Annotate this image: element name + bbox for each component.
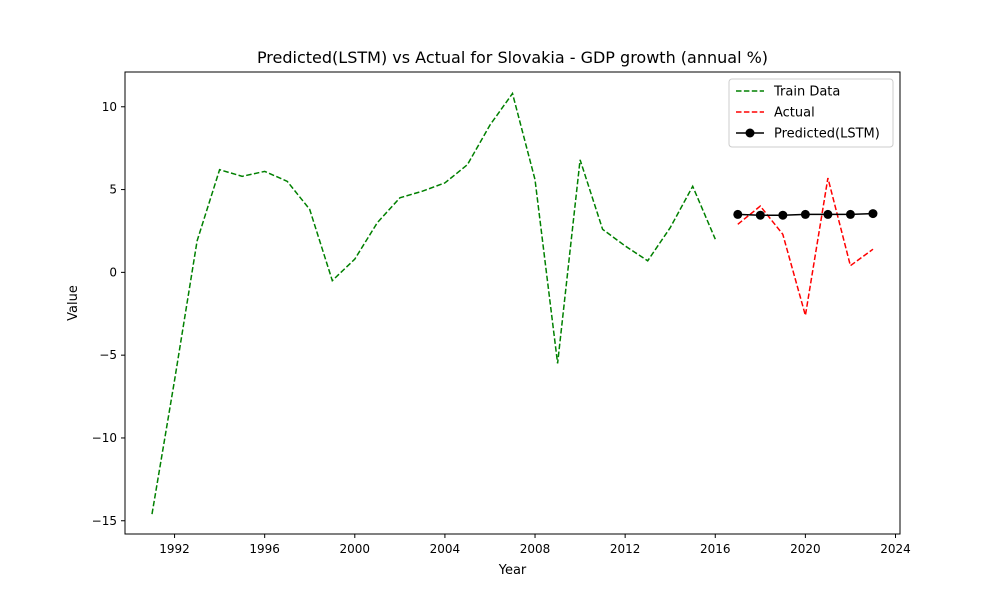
series-line-train-data: [151, 91, 716, 515]
y-axis: −15 −10 −5 0 5 10: [92, 100, 125, 528]
data-point: [800, 209, 810, 219]
y-tick-label: −15: [92, 514, 117, 528]
x-axis-label: Year: [498, 563, 527, 578]
series-line-actual: [737, 177, 874, 316]
x-tick-label: 2004: [430, 542, 461, 556]
data-point: [823, 209, 833, 219]
x-axis: 1992 1996 2000 2004 2008 2012 2016 2020 2024: [159, 534, 911, 556]
chart-title: Predicted(LSTM) vs Actual for Slovakia -…: [257, 48, 768, 67]
x-tick-label: 1996: [249, 542, 280, 556]
x-tick-label: 2008: [520, 542, 551, 556]
plot-frame: [124, 71, 901, 535]
data-point: [733, 209, 743, 219]
legend-label: Actual: [774, 106, 815, 121]
y-tick-label: −5: [99, 348, 117, 362]
legend-box: [728, 78, 894, 148]
data-point: [755, 210, 765, 220]
y-tick-label: 0: [109, 265, 117, 279]
plot-series: [151, 91, 878, 515]
x-tick-label: 2012: [610, 542, 641, 556]
data-point: [845, 209, 855, 219]
x-tick-label: 2000: [340, 542, 371, 556]
x-tick-label: 2020: [790, 542, 821, 556]
legend-marker: [745, 128, 755, 138]
y-tick-label: 10: [102, 100, 117, 114]
y-tick-label: −10: [92, 431, 117, 445]
y-axis-label: Value: [66, 285, 81, 321]
data-point: [868, 209, 878, 219]
x-tick-label: 1992: [159, 542, 190, 556]
legend-label: Train Data: [773, 85, 840, 100]
x-tick-label: 2024: [880, 542, 911, 556]
x-tick-label: 2016: [700, 542, 731, 556]
data-point: [778, 210, 788, 220]
y-tick-label: 5: [109, 183, 117, 197]
legend: Train Data Actual Predicted(LSTM): [728, 78, 894, 148]
legend-label: Predicted(LSTM): [774, 127, 880, 142]
